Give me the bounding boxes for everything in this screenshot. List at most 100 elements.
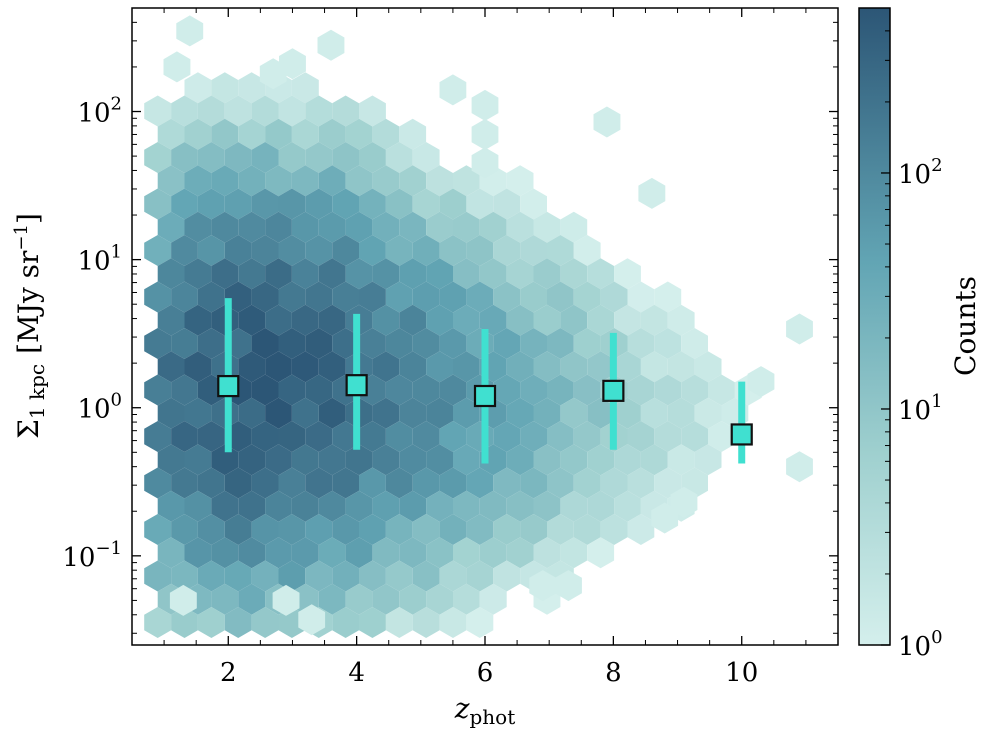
hexbin-cell [184,490,212,522]
hexbin-cell [279,48,306,80]
hexbin-cell [278,560,306,592]
hexbin-cell [412,560,440,592]
hexbin-cell [600,514,628,545]
hexbin-cell [466,188,494,220]
hexbin-cell [573,328,601,359]
hexbin-cell [453,583,480,615]
hexbin-cell [157,490,185,522]
hexbin-cell [144,281,172,313]
hexbin-cell [318,165,346,197]
hexbin-cell [157,397,185,429]
hexbin-cell [520,514,547,545]
hexbin-cell [251,142,279,173]
hexbin-cell [640,444,668,476]
hexbin-cell [426,351,453,383]
hexbin-cell [163,51,191,83]
hexbin-cell [238,258,266,290]
hexbin-cell [426,165,453,197]
hexbin-cell [466,560,494,592]
hexbin-cell [614,444,641,476]
hexbin-cell [332,188,359,220]
hexbin-cell [439,374,467,406]
hexbin-cell [372,118,400,150]
x-tick-label: 4 [348,658,365,688]
hexbin-cell [426,304,453,336]
hexbin-cell [144,467,172,499]
hexbin-cell [197,281,225,313]
hexbin-cell [184,444,212,476]
hexbin-cell [520,281,547,313]
hexbin-cell [345,165,373,197]
hexbin-cell [171,514,198,545]
hexbin-cell [520,374,547,406]
hexbin-cell [399,583,427,615]
hexbin-cell [171,467,198,499]
hexbin-cell [385,374,413,406]
hexbin-cell [197,421,225,452]
hexbin-cell [305,235,333,266]
hexbin-cell [587,351,615,383]
hexbin-cell [654,421,682,452]
hexbin-cell [493,560,521,592]
hexbin-cell [359,235,386,266]
hexbin-cell [305,281,333,313]
hexbin-cell [184,72,212,104]
hexbin-cell [654,467,682,499]
hexbin-cell [385,514,413,545]
hexbin-cell [529,570,557,602]
hexbin-cell [345,211,373,243]
hexbin-cell [533,304,561,336]
hexbin-cell [385,467,413,499]
hexbin-cell [573,467,601,499]
hexbin-cell [318,490,346,522]
hexbin-cell [184,211,212,243]
hexbin-cell [385,607,413,638]
hexbin-cell [211,211,239,243]
hexbin-cell [211,583,239,615]
hexbin-cell [471,119,499,150]
hexbin-cell [466,281,494,313]
hexbin-cell [466,235,494,266]
x-axis-label-main: z [454,692,470,725]
hexbin-cell [466,514,494,545]
hexbin-cell [479,537,507,569]
hexbin-cell [399,258,427,290]
median-marker [473,384,497,408]
hexbin-cell [332,328,359,359]
hexbin-cell [251,95,279,127]
y-axis-ticks: 10−1 100 101 102 [62,7,838,634]
hexbin-cell [278,188,306,220]
hexbin-cell [453,444,480,476]
hexbin-cell [412,514,440,545]
hexbin-cell [332,514,359,545]
x-axis-ticks: 2 4 6 8 10 [163,8,807,688]
hexbin-cell [144,607,172,638]
hexbin-cell [560,537,588,569]
hexbin-cell [265,537,292,569]
hexbin-cell [412,421,440,452]
hexbin-cell [493,235,521,266]
hexbin-cell [493,328,521,359]
hexbin-cell [667,304,695,336]
hexbin-cell [305,95,333,127]
hexbin-cell [560,490,588,522]
hexbin-cell [238,537,266,569]
colorbar-label: Counts [949,276,982,376]
x-tick-label: 6 [477,658,494,688]
hexbin-cell [171,188,198,220]
hexbin-cell [278,281,306,313]
hexbin-cell [667,444,695,476]
hexbin-cell [399,351,427,383]
hexbin-cell [251,235,279,266]
hexbin-cell [399,211,427,243]
hexbin-cell [278,421,306,452]
hexbin-cell [171,95,198,127]
colorbar-tick-label: 100 [898,627,943,662]
hexbin-cell [224,142,252,173]
hexbin-cell [305,142,333,173]
hexbin-cell [681,421,708,452]
hexbin-cell [238,165,266,197]
y-tick-label: 101 [77,242,122,277]
hexbin-cell [359,421,386,452]
hexbin-cell [426,583,453,615]
